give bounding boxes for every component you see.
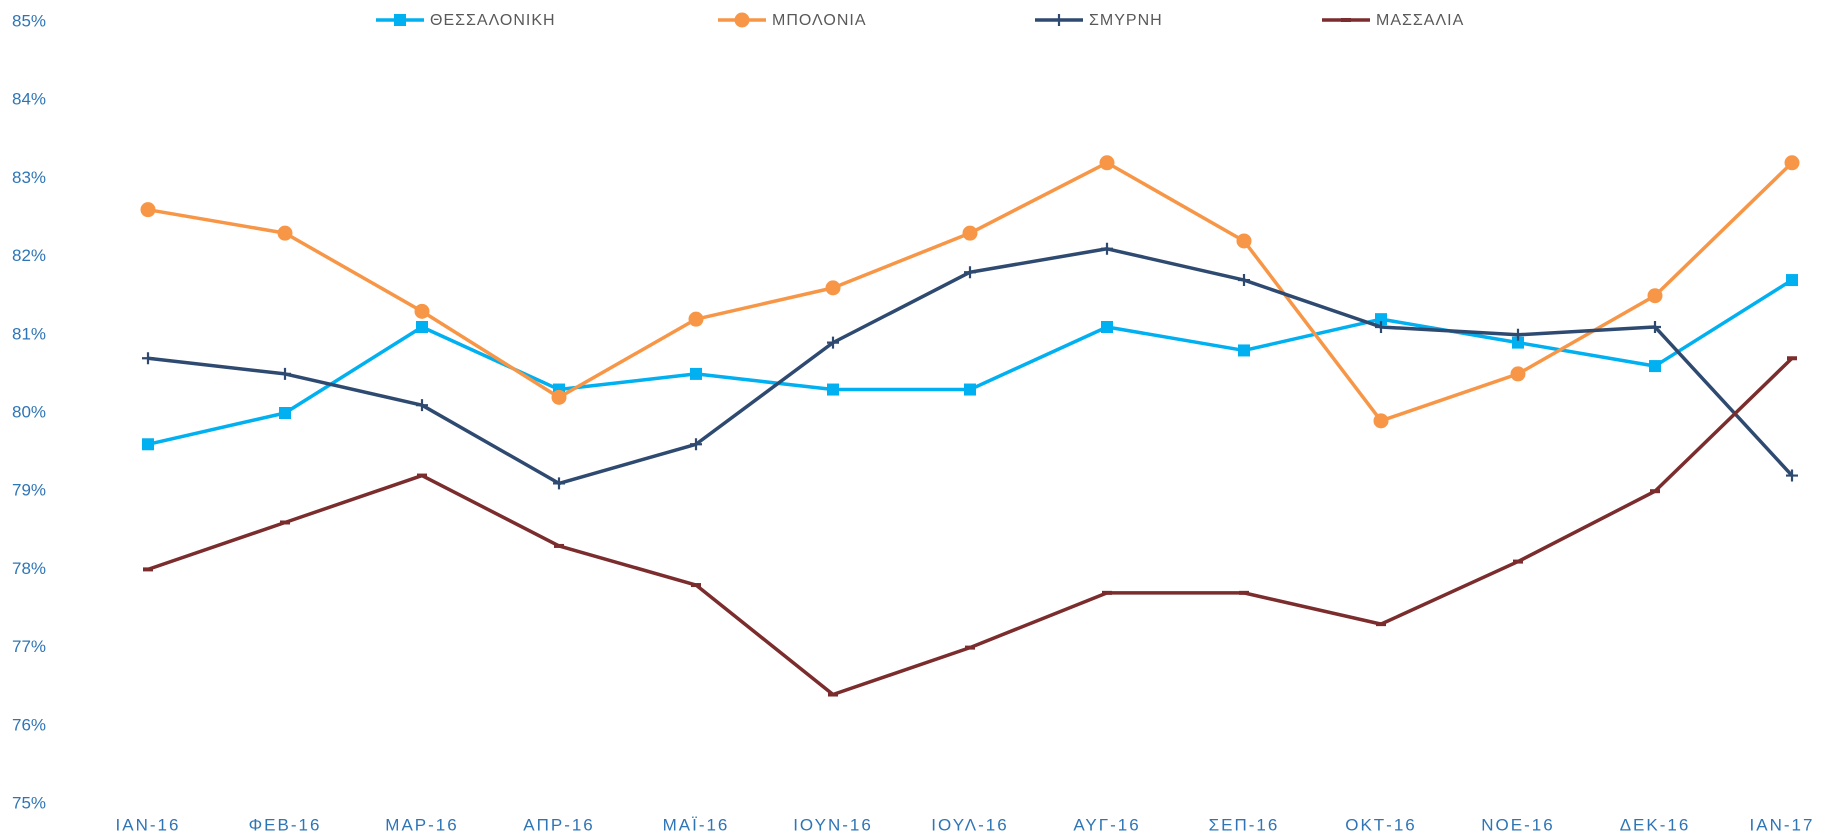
y-tick-label: 82% [12, 246, 46, 265]
data-point [279, 407, 291, 419]
y-tick-label: 84% [12, 90, 46, 109]
legend-marker [734, 12, 750, 28]
x-tick-label: ΙΑΝ-16 [116, 815, 181, 834]
x-tick-label: ΝΟΕ-16 [1481, 815, 1554, 834]
data-point [1375, 313, 1387, 326]
data-point [690, 367, 702, 380]
data-point [1647, 288, 1663, 304]
series-line [147, 247, 1794, 486]
y-tick-label: 85% [12, 11, 46, 30]
x-tick-label: ΙΟΥΛ-16 [931, 815, 1008, 834]
data-point [1512, 328, 1524, 341]
x-tick-label: ΑΥΓ-16 [1073, 815, 1140, 834]
legend-label: ΜΑΣΣΑΛΙΑ [1376, 12, 1464, 29]
data-point [1373, 413, 1389, 429]
y-tick-label: 75% [12, 793, 46, 812]
legend-label: ΣΜΥΡΝΗ [1089, 12, 1163, 29]
series-line [147, 278, 1793, 446]
data-point [551, 389, 567, 405]
data-point [140, 202, 156, 218]
data-point [827, 336, 839, 349]
y-tick-label: 80% [12, 402, 46, 421]
y-tick-label: 76% [12, 715, 46, 734]
data-point [416, 399, 428, 412]
data-point [1238, 274, 1250, 287]
legend-marker [1053, 14, 1065, 26]
data-point [142, 438, 154, 451]
x-tick-label: ΜΑΡ-16 [385, 815, 458, 834]
data-point [1649, 320, 1661, 333]
x-tick-label: ΙΟΥΝ-16 [793, 815, 873, 834]
series-line [147, 357, 1794, 697]
data-point [1099, 155, 1115, 171]
legend-marker [394, 14, 406, 26]
y-tick-label: 77% [12, 637, 46, 656]
data-point [1375, 320, 1387, 333]
data-point [688, 311, 704, 327]
data-point [414, 303, 430, 319]
data-point [1786, 469, 1798, 482]
data-point [1512, 336, 1524, 349]
x-tick-label: ΔΕΚ-16 [1620, 815, 1691, 834]
data-point [553, 477, 565, 490]
data-point [142, 352, 154, 365]
data-point [825, 280, 841, 296]
series-line [147, 161, 1794, 423]
data-point [1101, 320, 1113, 333]
data-point [279, 367, 291, 380]
data-point [964, 266, 976, 279]
data-point [1786, 274, 1798, 287]
data-point [1784, 155, 1800, 171]
x-tick-label: ΜΑΪ-16 [663, 815, 730, 834]
data-point [1236, 233, 1252, 249]
y-tick-label: 83% [12, 168, 46, 187]
x-tick-label: ΑΠΡ-16 [523, 815, 595, 834]
x-tick-label: ΣΕΠ-16 [1209, 815, 1280, 834]
data-point [1510, 366, 1526, 382]
data-point [1649, 360, 1661, 373]
legend-label: ΜΠΟΛΟΝΙΑ [772, 12, 867, 29]
y-tick-label: 81% [12, 324, 46, 343]
legend-label: ΘΕΣΣΑΛΟΝΙΚΗ [430, 12, 556, 29]
data-point [964, 383, 976, 396]
x-tick-label: ΟΚΤ-16 [1345, 815, 1417, 834]
data-point [416, 320, 428, 333]
data-point [827, 383, 839, 396]
data-point [1238, 344, 1250, 357]
y-tick-label: 79% [12, 481, 46, 500]
x-tick-label: ΦΕΒ-16 [249, 815, 322, 834]
data-point [277, 225, 293, 241]
data-point [1101, 242, 1113, 255]
x-tick-label: ΙΑΝ-17 [1750, 815, 1815, 834]
data-point [962, 225, 978, 241]
y-tick-label: 78% [12, 559, 46, 578]
data-point [690, 438, 702, 451]
